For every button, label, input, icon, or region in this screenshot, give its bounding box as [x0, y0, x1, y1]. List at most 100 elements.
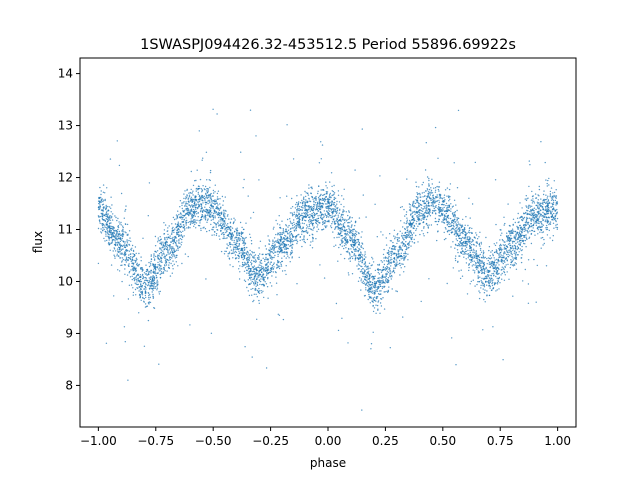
data-point [239, 265, 241, 267]
data-point [536, 201, 539, 203]
data-point [191, 213, 194, 216]
data-point [275, 233, 277, 236]
data-point [214, 215, 216, 217]
data-point [222, 204, 224, 206]
data-point [317, 192, 319, 195]
data-point [214, 210, 216, 212]
data-point [408, 231, 410, 233]
data-point [304, 230, 307, 232]
data-point [481, 269, 483, 271]
data-point [453, 162, 455, 164]
data-point [294, 226, 296, 228]
data-point [144, 290, 147, 292]
data-point [210, 203, 212, 206]
data-point [485, 267, 487, 270]
data-point [157, 256, 159, 259]
data-point [312, 225, 314, 227]
data-point [172, 247, 174, 249]
data-point [417, 218, 419, 220]
data-point [442, 200, 445, 202]
data-point [432, 196, 434, 198]
data-point [248, 254, 251, 256]
data-point [325, 207, 328, 209]
data-point [128, 250, 131, 252]
data-point [425, 218, 428, 221]
data-point [384, 256, 387, 258]
data-point [475, 257, 478, 259]
data-point [272, 239, 274, 241]
data-point [533, 200, 535, 203]
data-point [376, 304, 379, 307]
data-point [530, 219, 532, 221]
data-point [531, 205, 533, 207]
data-point [520, 235, 523, 237]
data-point [220, 220, 222, 222]
data-point [385, 278, 387, 280]
data-point [373, 286, 375, 288]
data-point [159, 257, 162, 259]
data-point [246, 246, 248, 249]
data-point [438, 199, 440, 202]
data-point [185, 222, 187, 224]
data-point [209, 216, 211, 219]
data-point [361, 242, 363, 244]
data-point [398, 237, 400, 239]
data-point [258, 258, 260, 260]
data-point [311, 222, 314, 225]
data-point [482, 288, 484, 290]
data-point [501, 248, 503, 251]
data-point [492, 264, 494, 266]
data-point [368, 262, 371, 264]
data-point [362, 194, 364, 196]
data-point [484, 301, 486, 303]
data-point [113, 295, 115, 297]
data-point [225, 231, 227, 234]
data-point [358, 264, 360, 266]
data-point [396, 290, 398, 293]
data-point [495, 223, 497, 226]
data-point [254, 257, 256, 259]
data-point [286, 218, 289, 221]
data-point [166, 270, 168, 272]
data-point [289, 231, 292, 233]
data-point [399, 274, 401, 276]
data-point [402, 316, 404, 318]
data-point [196, 203, 198, 205]
data-point [250, 240, 253, 242]
data-point [161, 254, 163, 257]
data-point [159, 290, 161, 293]
data-point [404, 228, 406, 231]
data-point [267, 262, 269, 264]
data-point [102, 216, 104, 218]
data-point [441, 210, 443, 212]
data-point [177, 249, 179, 251]
data-point [418, 209, 421, 211]
data-point [226, 215, 229, 217]
data-point [297, 209, 299, 211]
data-point [173, 248, 175, 250]
data-point [462, 253, 464, 255]
data-point [311, 207, 313, 209]
data-point [426, 212, 429, 214]
data-point [439, 195, 441, 198]
data-point [465, 216, 467, 218]
data-point [169, 246, 171, 248]
data-point [322, 214, 325, 216]
data-point [494, 179, 497, 181]
data-point [242, 238, 244, 240]
data-point [428, 179, 430, 182]
data-point [533, 212, 535, 215]
data-point [173, 241, 176, 243]
data-point [490, 262, 492, 265]
data-point [143, 298, 146, 300]
data-point [459, 240, 461, 243]
data-point [252, 300, 254, 303]
data-point [446, 221, 449, 223]
data-point [263, 296, 265, 299]
data-point [349, 254, 351, 256]
data-point [386, 265, 388, 268]
data-point [317, 224, 319, 226]
data-point [366, 276, 368, 278]
data-point [281, 244, 283, 246]
data-point [114, 240, 116, 242]
